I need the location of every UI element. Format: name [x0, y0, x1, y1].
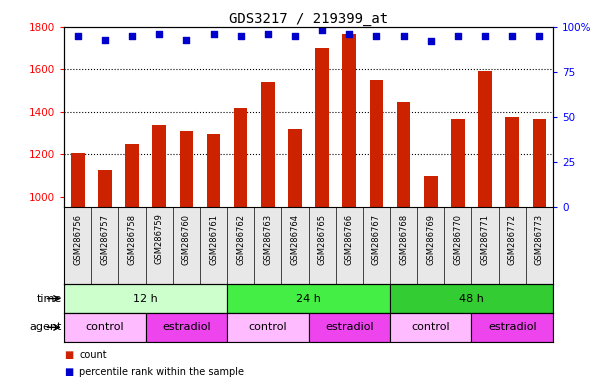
Text: GSM286769: GSM286769: [426, 214, 435, 265]
Text: GSM286756: GSM286756: [73, 214, 82, 265]
Text: GSM286767: GSM286767: [372, 214, 381, 265]
Bar: [390, 284, 553, 313]
Bar: [98, 170, 112, 207]
Text: ■: ■: [64, 350, 73, 360]
Bar: [234, 108, 247, 207]
Point: [317, 27, 327, 33]
Bar: [309, 313, 390, 342]
Text: GSM286771: GSM286771: [481, 214, 489, 265]
Point: [236, 33, 246, 39]
Bar: [227, 284, 390, 313]
Text: GSM286768: GSM286768: [399, 214, 408, 265]
Bar: [152, 124, 166, 207]
Text: GSM286770: GSM286770: [453, 214, 463, 265]
Text: GSM286766: GSM286766: [345, 214, 354, 265]
Bar: [343, 34, 356, 207]
Point: [290, 33, 300, 39]
Point: [535, 33, 544, 39]
Text: 48 h: 48 h: [459, 293, 484, 304]
Text: control: control: [411, 322, 450, 333]
Bar: [64, 284, 227, 313]
Text: GSM286759: GSM286759: [155, 214, 164, 264]
Point: [507, 33, 517, 39]
Text: count: count: [79, 350, 107, 360]
Text: GSM286772: GSM286772: [508, 214, 517, 265]
Bar: [227, 313, 309, 342]
Point: [453, 33, 463, 39]
Title: GDS3217 / 219399_at: GDS3217 / 219399_at: [229, 12, 388, 26]
Bar: [397, 102, 411, 207]
Bar: [505, 117, 519, 207]
Text: GSM286763: GSM286763: [263, 214, 273, 265]
Bar: [64, 313, 145, 342]
Bar: [390, 313, 472, 342]
Text: estradiol: estradiol: [488, 322, 536, 333]
Text: time: time: [37, 293, 62, 304]
Text: agent: agent: [29, 322, 62, 333]
Point: [371, 33, 381, 39]
Bar: [180, 131, 193, 207]
Text: GSM286765: GSM286765: [318, 214, 327, 265]
Text: GSM286758: GSM286758: [128, 214, 136, 265]
Point: [263, 31, 273, 37]
Point: [208, 31, 218, 37]
Bar: [533, 119, 546, 207]
Bar: [472, 313, 553, 342]
Text: control: control: [86, 322, 124, 333]
Point: [127, 33, 137, 39]
Point: [399, 33, 409, 39]
Text: GSM286773: GSM286773: [535, 214, 544, 265]
Point: [480, 33, 490, 39]
Bar: [71, 153, 84, 207]
Text: 24 h: 24 h: [296, 293, 321, 304]
Point: [73, 33, 82, 39]
Point: [426, 38, 436, 45]
Bar: [451, 119, 465, 207]
Text: GSM286764: GSM286764: [290, 214, 299, 265]
Bar: [125, 144, 139, 207]
Bar: [478, 71, 492, 207]
Text: 12 h: 12 h: [133, 293, 158, 304]
Bar: [370, 80, 383, 207]
Text: GSM286761: GSM286761: [209, 214, 218, 265]
Text: GSM286760: GSM286760: [182, 214, 191, 265]
Bar: [145, 313, 227, 342]
Text: ■: ■: [64, 367, 73, 377]
Text: control: control: [249, 322, 287, 333]
Point: [181, 36, 191, 43]
Bar: [207, 134, 221, 207]
Text: percentile rank within the sample: percentile rank within the sample: [79, 367, 244, 377]
Point: [155, 31, 164, 37]
Text: GSM286762: GSM286762: [236, 214, 245, 265]
Point: [100, 36, 110, 43]
Text: GSM286757: GSM286757: [100, 214, 109, 265]
Text: estradiol: estradiol: [162, 322, 211, 333]
Text: estradiol: estradiol: [325, 322, 373, 333]
Bar: [261, 82, 274, 207]
Point: [345, 31, 354, 37]
Bar: [315, 48, 329, 207]
Bar: [424, 175, 437, 207]
Bar: [288, 129, 302, 207]
